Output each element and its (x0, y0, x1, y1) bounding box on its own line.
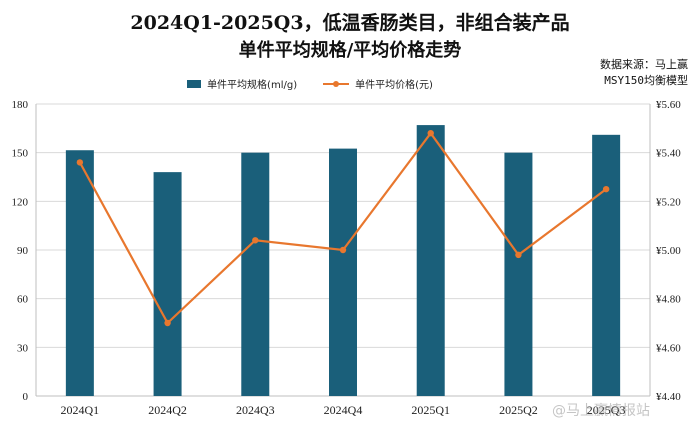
legend-bar-label: 单件平均规格(ml/g) (207, 80, 298, 91)
x-tick-label: 2024Q4 (324, 403, 363, 417)
data-source-label: 数据来源：马上赢 (600, 58, 688, 71)
y-right-tick-label: ¥5.00 (656, 245, 681, 257)
bar (329, 148, 357, 396)
y-right-tick-label: ¥4.80 (656, 294, 681, 306)
y-left-tick-label: 30 (17, 342, 29, 354)
y-right-tick-label: ¥4.40 (656, 391, 681, 403)
y-left-tick-label: 180 (12, 99, 29, 111)
y-right-tick-label: ¥5.40 (656, 148, 681, 160)
y-left-tick-label: 120 (12, 196, 29, 208)
legend-item-bar: 单件平均规格(ml/g) (187, 76, 297, 91)
price-point (164, 319, 171, 327)
x-tick-label: 2025Q1 (411, 403, 450, 417)
bar (592, 134, 621, 397)
legend-line-label: 单件平均价格(元) (355, 80, 433, 91)
x-tick-label: 2025Q3 (587, 403, 626, 417)
x-tick-label: 2024Q2 (148, 403, 187, 417)
y-left-tick-label: 0 (23, 391, 29, 403)
legend-item-line: 单件平均价格(元) (323, 76, 433, 91)
chart-title: 2024Q1-2025Q3，低温香肠类目，非组合装产品 (130, 12, 570, 34)
chart-subtitle: 单件平均规格/平均价格走势 (238, 40, 462, 61)
y-left-tick-label: 90 (17, 245, 29, 257)
watermark-text: @马上赢情报站 (552, 403, 650, 419)
x-tick-label: 2024Q1 (61, 403, 100, 417)
price-point (515, 251, 522, 259)
legend-bar-swatch (187, 79, 202, 88)
model-label: MSY150均衡模型 (604, 74, 688, 87)
price-point (602, 185, 610, 193)
price-point (339, 246, 347, 254)
price-point (427, 130, 434, 137)
y-right-tick-label: ¥5.60 (656, 99, 681, 111)
chart-legend: 单件平均规格(ml/g) 单件平均价格(元) (0, 76, 620, 91)
x-tick-label: 2025Q2 (499, 403, 538, 417)
price-point (76, 159, 84, 166)
bar (504, 152, 533, 396)
legend-line-swatch (323, 79, 350, 89)
y-left-tick-label: 150 (12, 148, 29, 160)
y-left-tick-label: 60 (17, 294, 29, 306)
y-right-tick-label: ¥4.60 (656, 342, 681, 354)
x-tick-label: 2024Q3 (236, 403, 275, 417)
y-right-tick-label: ¥5.20 (656, 196, 681, 208)
bar (416, 125, 445, 396)
bar (153, 172, 182, 396)
bar (241, 152, 270, 396)
bar (65, 150, 94, 396)
price-point (252, 237, 259, 244)
